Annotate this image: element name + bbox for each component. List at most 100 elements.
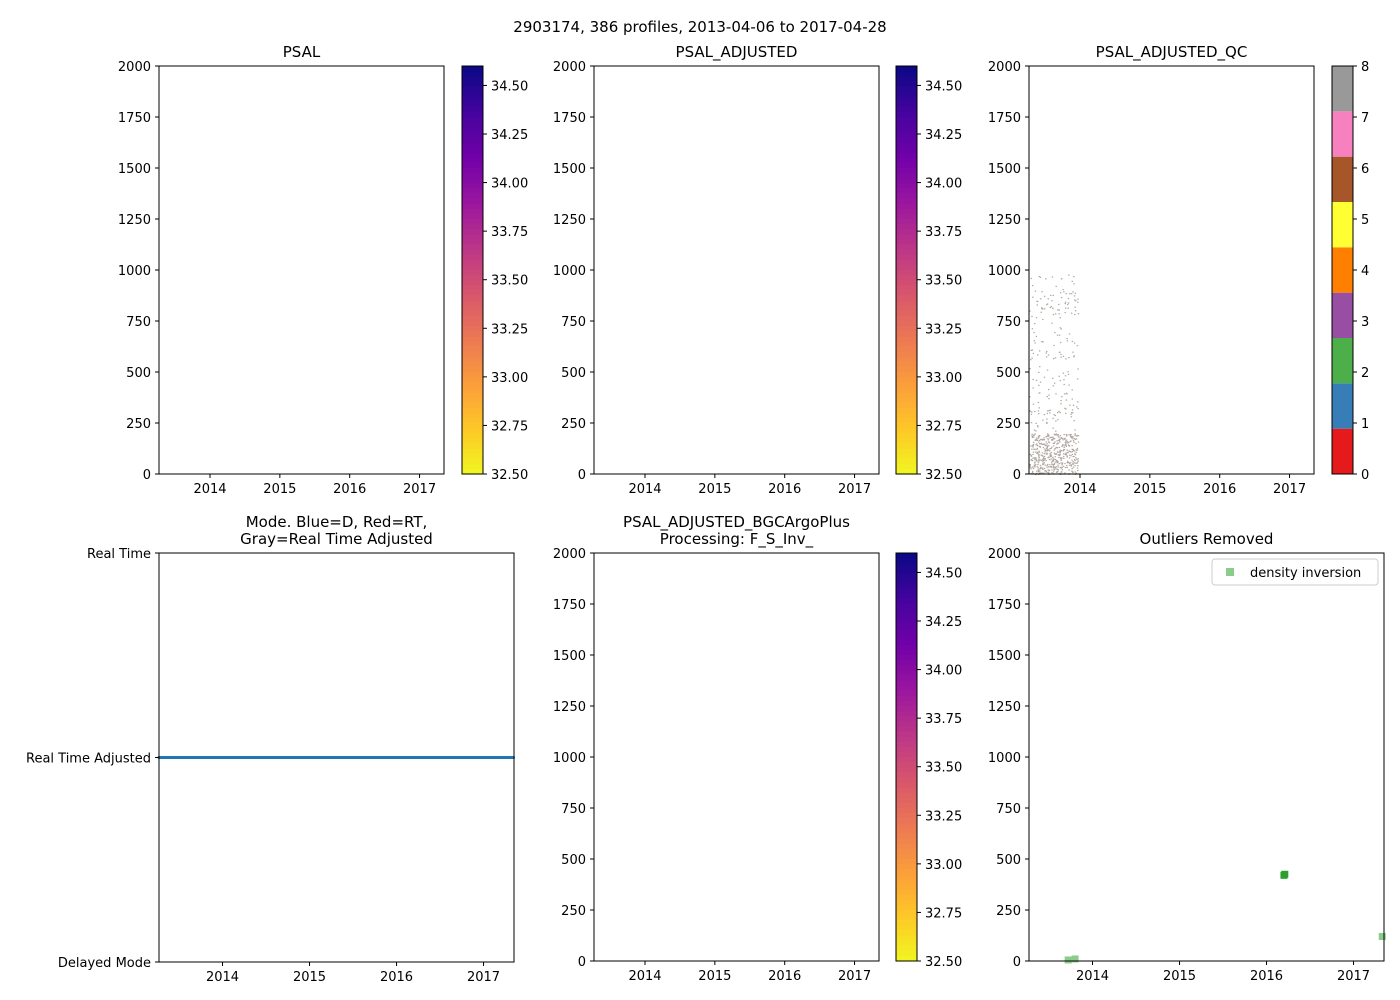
colorbar-segment	[896, 285, 917, 291]
colorbar-segment	[462, 382, 483, 388]
colorbar-segment	[896, 438, 917, 444]
qc-flag-8	[1047, 439, 1050, 441]
qc-flag-8	[1034, 462, 1036, 464]
qc-flag-8	[1034, 290, 1037, 292]
qc-flag-8	[1074, 433, 1076, 435]
qc-flag-8	[1063, 455, 1065, 458]
qc-flag-8	[1042, 464, 1044, 466]
qc-flag-8	[1069, 404, 1071, 406]
qc-flag-8	[1052, 294, 1054, 297]
colorbar-tick-label: 34.50	[491, 79, 528, 94]
colorbar-segment	[896, 377, 917, 383]
qc-flag-8	[1045, 278, 1047, 280]
qc-flag-8	[1038, 457, 1040, 459]
qc-flag-8	[1039, 298, 1042, 300]
qc-flag-8	[1041, 472, 1043, 474]
colorbar-segment	[462, 254, 483, 261]
qc-flag-8	[1045, 350, 1048, 353]
qc-flag-8	[1041, 467, 1044, 469]
y-tick-label: 250	[126, 417, 151, 432]
qc-flag-8	[1046, 453, 1049, 455]
qc-flag-8	[1058, 309, 1060, 311]
qc-flag-8	[1072, 461, 1074, 463]
colorbar-segment	[896, 280, 917, 286]
qc-flag-8	[1077, 465, 1079, 467]
qc-flag-8	[1054, 448, 1056, 450]
qc-flag-8	[1044, 470, 1046, 472]
colorbar-tick-label: 33.75	[491, 225, 528, 240]
colorbar-frame	[461, 65, 484, 475]
qc-flag-8	[1074, 453, 1076, 455]
qc-flag-8	[1058, 410, 1060, 413]
qc-flag-8	[1066, 464, 1068, 467]
qc-flag-8	[1059, 466, 1061, 468]
qc-flag-8	[1047, 471, 1049, 474]
qc-flag-8	[1057, 442, 1059, 444]
colorbar-segment	[896, 198, 917, 205]
qc-flag-8	[1071, 409, 1074, 411]
qc-flag-8	[1049, 412, 1051, 414]
colorbar-segment	[896, 81, 917, 87]
colorbar-segment	[462, 224, 483, 230]
qc-flag-8	[1045, 453, 1047, 455]
colorbar-segment	[896, 86, 917, 93]
colorbar-segment	[896, 382, 917, 388]
qc-flag-8	[1044, 445, 1047, 447]
panel-title: PSAL_ADJUSTED	[676, 43, 798, 62]
qc-flag-8	[1052, 471, 1055, 473]
qc-flag-8	[1075, 300, 1077, 302]
colorbar-segment	[896, 229, 917, 235]
qc-flag-8	[1062, 453, 1065, 455]
qc-flag-8	[1059, 327, 1062, 329]
qc-flag-8	[1064, 462, 1066, 465]
qc-flag-8	[1032, 446, 1034, 448]
qc-flag-8	[1068, 333, 1071, 335]
colorbar-tick-label: 33.00	[491, 371, 528, 386]
qc-flag-8	[1064, 301, 1067, 303]
colorbar-segment	[896, 300, 917, 307]
colorbar-segment	[896, 244, 917, 251]
colorbar-segment	[462, 305, 483, 312]
qc-flag-8	[1041, 443, 1044, 446]
x-tick-label: 2014	[628, 482, 661, 497]
qc-flag-8	[1072, 291, 1074, 293]
qc-flag-8	[1044, 449, 1047, 452]
qc-flag-8	[1067, 451, 1069, 454]
qc-flag-8	[1037, 426, 1039, 428]
qc-flag-8	[1038, 439, 1041, 441]
qc-flag-8	[1061, 445, 1063, 448]
qc-flag-8	[1054, 313, 1057, 315]
qc-flag-8	[1054, 458, 1056, 460]
qc-flag-8	[1064, 472, 1066, 474]
qc-flag-8	[1035, 451, 1037, 453]
qc-flag-8	[1051, 322, 1053, 324]
qc-flag-8	[1058, 446, 1061, 449]
colorbar-segment	[896, 310, 917, 317]
colorbar-tick-label: 34.00	[491, 177, 528, 192]
qc-flag-8	[1048, 466, 1050, 468]
colorbar-segment	[896, 331, 917, 337]
qc-flag-8	[1035, 317, 1038, 319]
qc-flag-8	[1053, 344, 1055, 347]
qc-flag-8	[1057, 471, 1059, 473]
colorbar-segment	[462, 295, 483, 302]
qc-flag-8	[1051, 469, 1053, 471]
qc-flag-8	[1054, 456, 1057, 458]
qc-flag-8	[1065, 444, 1067, 446]
qc-flag-8	[1045, 470, 1047, 472]
colorbar-segment	[462, 407, 483, 414]
qc-flag-8	[1038, 371, 1040, 374]
qc-flag-8	[1031, 433, 1033, 435]
qc-flag-8	[1063, 457, 1065, 459]
colorbar-segment	[896, 275, 917, 281]
colorbar-segment	[462, 336, 483, 342]
qc-flag-8	[1033, 429, 1036, 431]
qc-flag-8	[1039, 470, 1041, 472]
x-tick-label: 2017	[403, 482, 436, 497]
qc-flag-8	[1052, 442, 1055, 444]
qc-flag-8	[1050, 462, 1053, 464]
qc-flag-8	[1072, 436, 1074, 438]
qc-flag-8	[1038, 450, 1040, 452]
colorbar-frame	[895, 65, 918, 475]
qc-flag-8	[1051, 276, 1054, 278]
